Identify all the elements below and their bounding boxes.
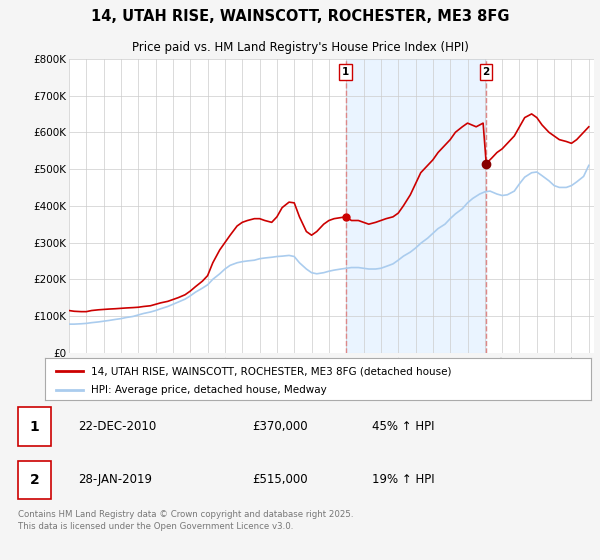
Text: 22-DEC-2010: 22-DEC-2010: [78, 420, 156, 433]
Text: HPI: Average price, detached house, Medway: HPI: Average price, detached house, Medw…: [91, 385, 327, 395]
Text: 45% ↑ HPI: 45% ↑ HPI: [372, 420, 434, 433]
Text: £370,000: £370,000: [252, 420, 308, 433]
Text: 19% ↑ HPI: 19% ↑ HPI: [372, 473, 434, 486]
Text: 14, UTAH RISE, WAINSCOTT, ROCHESTER, ME3 8FG: 14, UTAH RISE, WAINSCOTT, ROCHESTER, ME3…: [91, 9, 509, 24]
FancyBboxPatch shape: [18, 461, 51, 499]
Text: Contains HM Land Registry data © Crown copyright and database right 2025.
This d: Contains HM Land Registry data © Crown c…: [18, 510, 353, 531]
FancyBboxPatch shape: [18, 408, 51, 446]
Text: £515,000: £515,000: [252, 473, 308, 486]
Text: 14, UTAH RISE, WAINSCOTT, ROCHESTER, ME3 8FG (detached house): 14, UTAH RISE, WAINSCOTT, ROCHESTER, ME3…: [91, 366, 452, 376]
Text: Price paid vs. HM Land Registry's House Price Index (HPI): Price paid vs. HM Land Registry's House …: [131, 40, 469, 54]
Text: 28-JAN-2019: 28-JAN-2019: [78, 473, 152, 486]
Text: 1: 1: [29, 419, 40, 433]
Bar: [346, 59, 486, 353]
Text: 1: 1: [342, 67, 349, 77]
Text: 2: 2: [482, 67, 490, 77]
Text: 2: 2: [29, 473, 40, 487]
